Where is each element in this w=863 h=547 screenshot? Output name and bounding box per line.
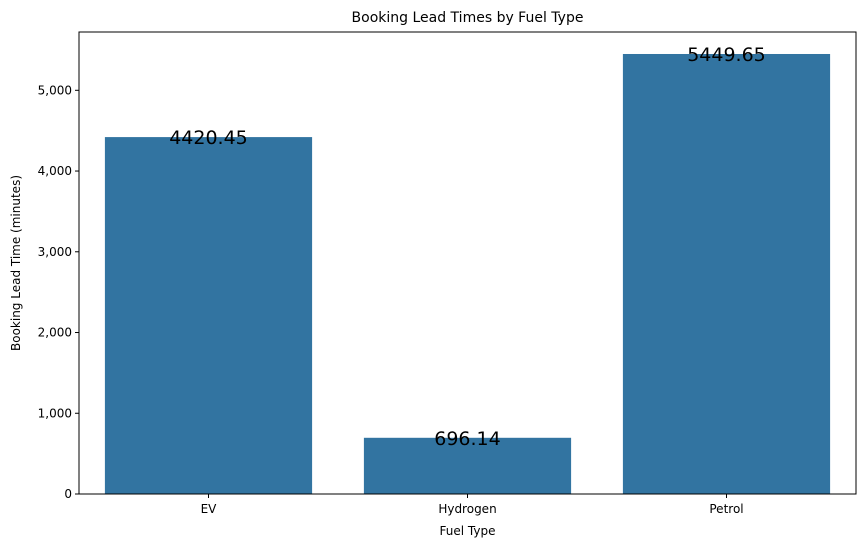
plot-frame — [78, 31, 857, 495]
data-label: 696.14 — [434, 428, 500, 450]
data-label: 5449.65 — [687, 44, 766, 66]
y-tick-label: 1,000 — [38, 406, 72, 420]
y-tick-label: 4,000 — [38, 164, 72, 178]
y-tick-label: 5,000 — [38, 83, 72, 97]
bar-hydrogen — [363, 437, 572, 494]
plot-area: 0 1,000 2,000 3,000 4,000 5,000 EV 4420.45 Hydro… — [38, 44, 831, 516]
x-tick-label: Hydrogen — [438, 502, 496, 516]
x-tick-label: EV — [201, 502, 218, 516]
y-axis-label: Booking Lead Time (minutes) — [9, 175, 23, 351]
y-tick-label: 2,000 — [38, 326, 72, 340]
bar-petrol — [622, 53, 831, 495]
x-axis-label: Fuel Type — [440, 524, 496, 538]
chart-title: Booking Lead Times by Fuel Type — [352, 10, 584, 26]
y-tick-label: 0 — [64, 487, 72, 501]
data-label: 4420.45 — [169, 127, 248, 149]
bar-ev — [104, 137, 313, 495]
x-tick-label: Petrol — [709, 502, 743, 516]
y-tick-label: 3,000 — [38, 245, 72, 259]
